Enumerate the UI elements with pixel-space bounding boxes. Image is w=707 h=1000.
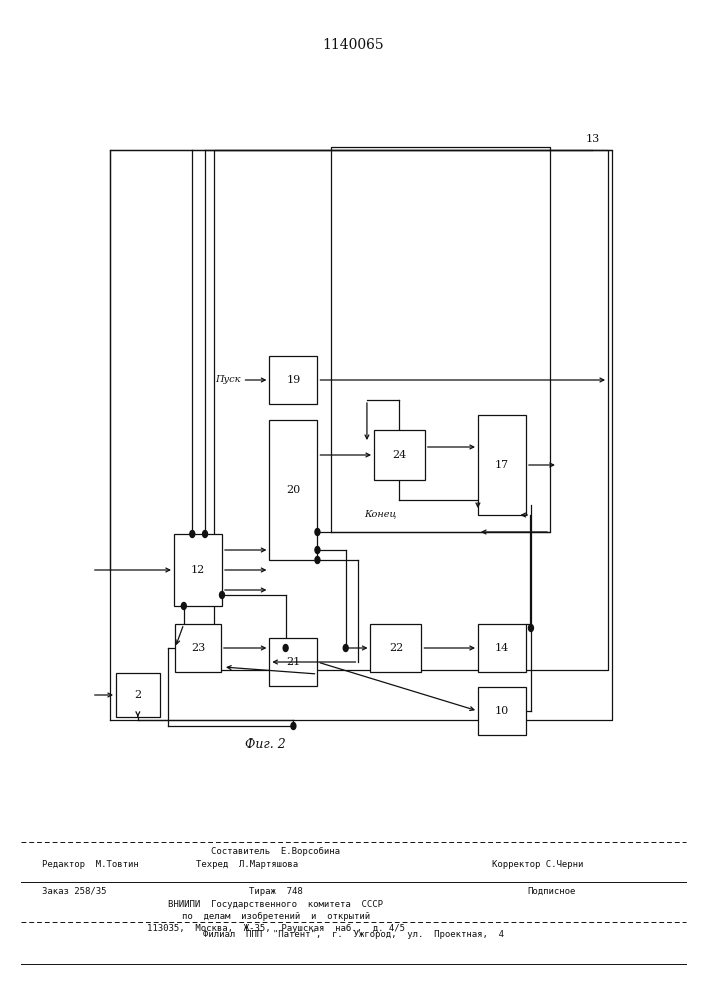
Circle shape	[220, 591, 225, 598]
Circle shape	[528, 624, 534, 632]
Circle shape	[315, 556, 320, 564]
Circle shape	[315, 546, 320, 554]
Bar	[478, 415, 526, 515]
Circle shape	[189, 530, 195, 538]
Text: Конец: Конец	[364, 509, 397, 518]
Text: 2: 2	[134, 690, 141, 700]
Circle shape	[291, 722, 296, 730]
Text: 22: 22	[389, 643, 403, 653]
Text: по  делам  изобретений  и  открытий: по делам изобретений и открытий	[182, 912, 370, 921]
Text: Пуск: Пуск	[215, 375, 240, 384]
Text: Тираж  748: Тираж 748	[249, 887, 303, 896]
Text: 23: 23	[191, 643, 205, 653]
Text: 12: 12	[191, 565, 205, 575]
Text: 19: 19	[286, 375, 300, 385]
Bar	[478, 624, 526, 672]
Bar	[478, 687, 526, 735]
Bar	[174, 534, 222, 606]
Text: 17: 17	[495, 460, 509, 470]
Bar	[269, 356, 317, 404]
Text: 20: 20	[286, 485, 300, 495]
Text: 1140065: 1140065	[322, 38, 385, 52]
Text: 13: 13	[585, 134, 600, 144]
Circle shape	[315, 528, 320, 536]
Bar	[116, 673, 160, 717]
Text: Техред  Л.Мартяшова: Техред Л.Мартяшова	[197, 860, 298, 869]
Text: Филиал  ППП  "Патент",  г.  Ужгород,  ул.  Проектная,  4: Филиал ППП "Патент", г. Ужгород, ул. Про…	[203, 930, 504, 939]
Text: 14: 14	[495, 643, 509, 653]
Text: 21: 21	[286, 657, 300, 667]
Circle shape	[203, 530, 208, 538]
Bar	[374, 430, 425, 480]
Circle shape	[284, 645, 288, 652]
Text: Заказ 258/35: Заказ 258/35	[42, 887, 107, 896]
Text: Подписное: Подписное	[527, 887, 575, 896]
Text: ВНИИПИ  Государственного  комитета  СССР: ВНИИПИ Государственного комитета СССР	[168, 900, 383, 909]
Bar	[370, 624, 421, 672]
Text: 24: 24	[392, 450, 407, 460]
Bar	[175, 624, 221, 672]
Bar	[269, 638, 317, 686]
Text: Редактор  М.Товтин: Редактор М.Товтин	[42, 860, 139, 869]
Text: Корректор С.Черни: Корректор С.Черни	[491, 860, 583, 869]
Text: Фиг. 2: Фиг. 2	[245, 738, 286, 752]
Text: Составитель  Е.Ворсобина: Составитель Е.Ворсобина	[211, 847, 340, 856]
Circle shape	[181, 602, 187, 609]
Text: 113035,  Москва,  Ж-35,  Раушская  наб.,  д. 4/5: 113035, Москва, Ж-35, Раушская наб., д. …	[147, 924, 404, 933]
Bar	[269, 420, 317, 560]
Text: 10: 10	[495, 706, 509, 716]
Circle shape	[344, 645, 348, 652]
